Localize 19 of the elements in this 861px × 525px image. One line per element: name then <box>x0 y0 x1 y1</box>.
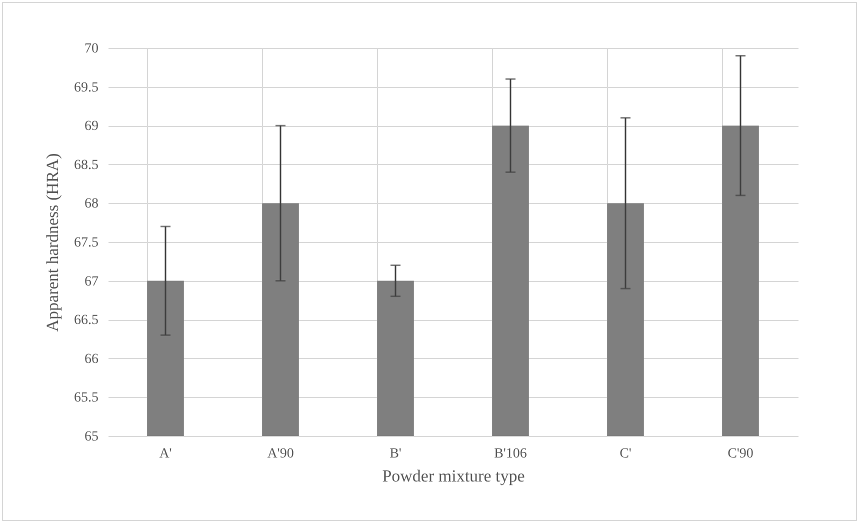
x-tick-label: B' <box>390 446 402 462</box>
y-tick-label: 69 <box>84 119 98 134</box>
x-tick-label: B'106 <box>494 446 527 462</box>
y-axis-title: Apparent hardness (HRA) <box>43 153 62 332</box>
y-tick-label: 68.5 <box>74 158 98 173</box>
x-tick-label: C' <box>620 446 632 462</box>
y-tick-label: 65 <box>84 430 98 444</box>
y-tick-label: 66.5 <box>74 313 98 328</box>
y-tick-label: 68 <box>84 196 98 212</box>
x-axis-title: Powder mixture type <box>382 466 525 486</box>
x-tick-label: A'90 <box>267 446 294 462</box>
x-tick-label: A' <box>159 446 172 462</box>
y-tick-label: 67 <box>84 274 98 290</box>
x-tick-label: C'90 <box>728 446 754 462</box>
y-tick-label: 67.5 <box>74 236 98 250</box>
y-tick-label: 65.5 <box>74 390 98 406</box>
y-tick-label: 66 <box>84 352 98 367</box>
y-tick-label: 69.5 <box>74 80 98 96</box>
y-tick-label: 70 <box>84 42 98 56</box>
